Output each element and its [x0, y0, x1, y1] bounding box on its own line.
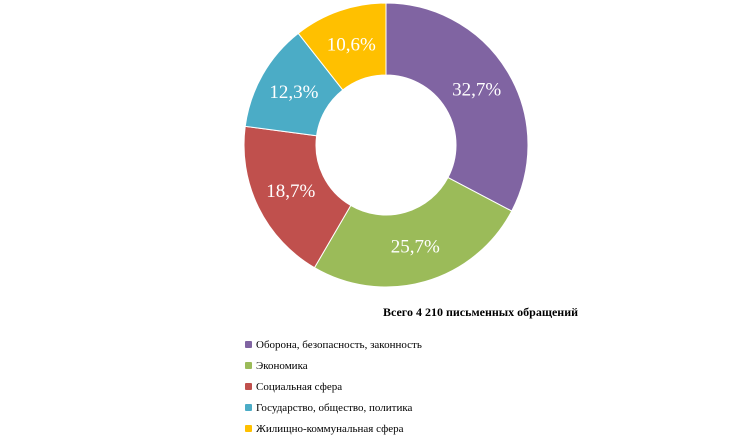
legend-item-state: Государство, общество, политика	[245, 397, 422, 418]
legend-swatch	[245, 383, 252, 390]
legend-label: Государство, общество, политика	[256, 401, 413, 414]
legend-item-economy: Экономика	[245, 355, 422, 376]
legend-label: Экономика	[256, 359, 308, 372]
slice-data-label: 32,7%	[452, 80, 501, 101]
legend-item-social: Социальная сфера	[245, 376, 422, 397]
legend-label: Социальная сфера	[256, 380, 343, 393]
legend-swatch	[245, 341, 252, 348]
legend-item-defense: Оборона, безопасность, законность	[245, 334, 422, 355]
legend-label: Жилищно-коммунальная сфера	[256, 422, 404, 435]
slice-social	[243, 125, 352, 269]
donut-chart: 32,7% 25,7% 18,7% 12,3% 10,6%	[243, 2, 529, 288]
legend-swatch	[245, 425, 252, 432]
legend-swatch	[245, 404, 252, 411]
slice-data-label: 18,7%	[266, 181, 315, 202]
slice-economy	[313, 176, 513, 288]
slice-housing	[297, 2, 387, 91]
slice-data-label: 10,6%	[327, 34, 376, 55]
legend-item-housing: Жилищно-коммунальная сфера	[245, 418, 422, 439]
legend-swatch	[245, 362, 252, 369]
legend: Оборона, безопасность, законность Эконом…	[245, 334, 422, 439]
chart-title: Всего 4 210 письменных обращений	[383, 305, 579, 319]
slice-data-label: 12,3%	[269, 82, 318, 103]
slice-data-label: 25,7%	[391, 236, 440, 257]
slice-defense	[385, 2, 529, 212]
legend-label: Оборона, безопасность, законность	[256, 338, 422, 351]
